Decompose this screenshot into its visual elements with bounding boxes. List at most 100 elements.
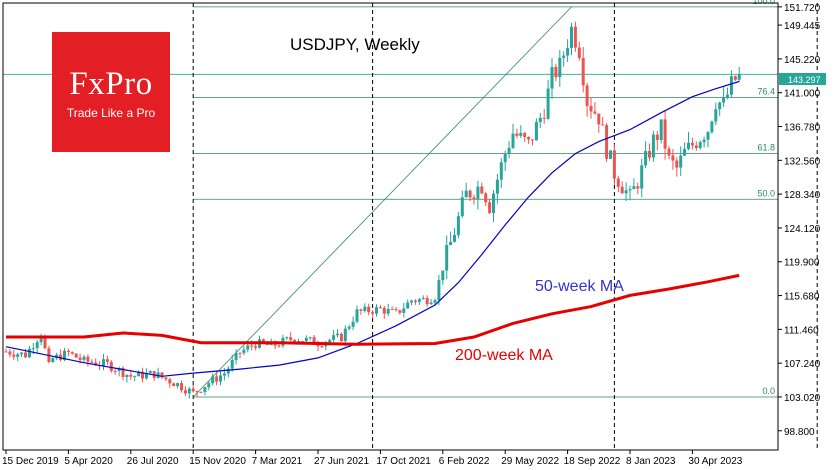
- candle-body: [733, 76, 737, 80]
- candle-body: [495, 179, 499, 194]
- candle-body: [390, 308, 394, 310]
- candle-body: [148, 371, 152, 374]
- candle-body: [726, 94, 729, 98]
- candle-body: [425, 298, 429, 305]
- candle-body: [8, 351, 12, 355]
- candle-body: [554, 66, 558, 78]
- candle-body: [480, 186, 484, 194]
- candle-body: [644, 151, 648, 166]
- price-axis: 151.720 149.445 145.220 141.000 136.780 132.5…: [778, 3, 821, 438]
- candle-body: [375, 307, 378, 314]
- candle-body: [546, 88, 550, 119]
- candle-body: [300, 341, 304, 343]
- candle-body: [609, 150, 612, 159]
- candle-body: [484, 193, 488, 203]
- candle-body: [581, 57, 585, 86]
- candle-body: [456, 216, 460, 236]
- candle-body: [378, 307, 382, 309]
- candle-body: [39, 336, 43, 343]
- candle-body: [234, 352, 238, 360]
- candle-body: [453, 235, 456, 242]
- candle-body: [285, 337, 289, 339]
- candle-body: [289, 337, 293, 340]
- candle-body: [105, 359, 109, 362]
- logo-name: FxPro: [69, 66, 153, 102]
- candle-body: [137, 371, 141, 377]
- candle-body: [12, 354, 16, 357]
- moving-averages: [5, 80, 740, 377]
- candle-body: [710, 121, 714, 133]
- candle-body: [180, 383, 183, 391]
- candle-body: [472, 197, 476, 199]
- candle-body: [297, 341, 300, 343]
- candle-body: [729, 76, 733, 95]
- fxpro-logo: FxPro Trade Like a Pro: [52, 32, 170, 152]
- candle-body: [254, 346, 258, 348]
- candle-body: [394, 309, 398, 311]
- candle-body: [507, 147, 511, 154]
- candle-body: [382, 307, 386, 314]
- chart-title: USDJPY, Weekly: [290, 35, 420, 54]
- candle-body: [293, 339, 297, 342]
- price-tick-label: 98.800: [784, 427, 815, 438]
- candle-body: [585, 85, 589, 106]
- candle-body: [176, 383, 180, 387]
- candle-body: [320, 346, 324, 348]
- candle-body: [620, 186, 624, 194]
- candle-body: [698, 142, 702, 149]
- candle-body: [737, 74, 741, 80]
- candle-body: [449, 241, 453, 246]
- candle-body: [690, 142, 694, 146]
- time-tick-label: 7 Mar 2021: [252, 456, 303, 467]
- candle-body: [363, 306, 367, 311]
- current-price-tag: 143.297: [779, 73, 826, 85]
- candle-body: [102, 359, 105, 366]
- candle-body: [694, 145, 698, 149]
- candle-body: [55, 354, 59, 359]
- candle-body: [589, 105, 593, 112]
- candle-body: [511, 133, 515, 148]
- candle-body: [242, 349, 246, 353]
- candle-body: [230, 359, 234, 369]
- candle-body: [714, 109, 718, 122]
- candle-body: [312, 337, 316, 345]
- candle-body: [82, 356, 86, 360]
- candle-body: [573, 26, 577, 48]
- time-tick-label: 18 Sep 2022: [564, 456, 621, 467]
- candle-body: [655, 134, 659, 140]
- candle-body: [199, 391, 203, 393]
- candle-body: [417, 299, 421, 302]
- candle-body: [718, 102, 722, 110]
- candle-body: [410, 300, 414, 303]
- candle-body: [464, 190, 468, 198]
- candle-body: [304, 337, 308, 342]
- candle-body: [503, 153, 507, 163]
- candle-body: [593, 111, 597, 114]
- candle-body: [722, 97, 726, 103]
- candle-body: [632, 186, 636, 190]
- candle-body: [246, 345, 250, 350]
- time-tick-label: 29 May 2022: [501, 456, 559, 467]
- candle-body: [679, 155, 683, 168]
- price-tick-label: 151.720: [784, 3, 821, 14]
- candle-body: [460, 197, 464, 217]
- current-price-label: 143.297: [788, 75, 821, 85]
- candle-body: [70, 352, 74, 354]
- candle-body: [43, 336, 47, 349]
- price-tick-label: 107.240: [784, 359, 821, 370]
- candle-body: [336, 333, 339, 336]
- candle-body: [566, 48, 570, 56]
- candle-body: [359, 309, 363, 311]
- candle-body: [59, 354, 63, 360]
- candle-body: [675, 160, 679, 168]
- candle-body: [624, 190, 628, 194]
- time-axis: 15 Dec 2019 5 Apr 2020 26 Jul 2020 15 Nov 2…: [2, 450, 743, 467]
- candle-body: [160, 372, 164, 378]
- candle-body: [238, 352, 242, 354]
- candle-body: [367, 306, 371, 313]
- current-price-box: [779, 73, 826, 85]
- candle-body: [183, 390, 187, 394]
- fib-level-label: 0.0: [762, 386, 775, 396]
- candle-body: [195, 391, 199, 393]
